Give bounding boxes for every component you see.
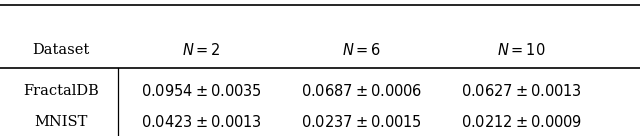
- Text: $0.0212 \pm 0.0009$: $0.0212 \pm 0.0009$: [461, 114, 582, 130]
- Text: $N = 6$: $N = 6$: [342, 42, 381, 58]
- Text: $0.0423 \pm 0.0013$: $0.0423 \pm 0.0013$: [141, 114, 262, 130]
- Text: MNIST: MNIST: [34, 115, 88, 129]
- Text: $N = 10$: $N = 10$: [497, 42, 546, 58]
- Text: $0.0954 \pm 0.0035$: $0.0954 \pm 0.0035$: [141, 83, 262, 99]
- Text: $0.0687 \pm 0.0006$: $0.0687 \pm 0.0006$: [301, 83, 422, 99]
- Text: FractalDB: FractalDB: [23, 84, 99, 98]
- Text: Dataset: Dataset: [32, 43, 90, 57]
- Text: $0.0237 \pm 0.0015$: $0.0237 \pm 0.0015$: [301, 114, 422, 130]
- Text: $0.0627 \pm 0.0013$: $0.0627 \pm 0.0013$: [461, 83, 582, 99]
- Text: $N = 2$: $N = 2$: [182, 42, 221, 58]
